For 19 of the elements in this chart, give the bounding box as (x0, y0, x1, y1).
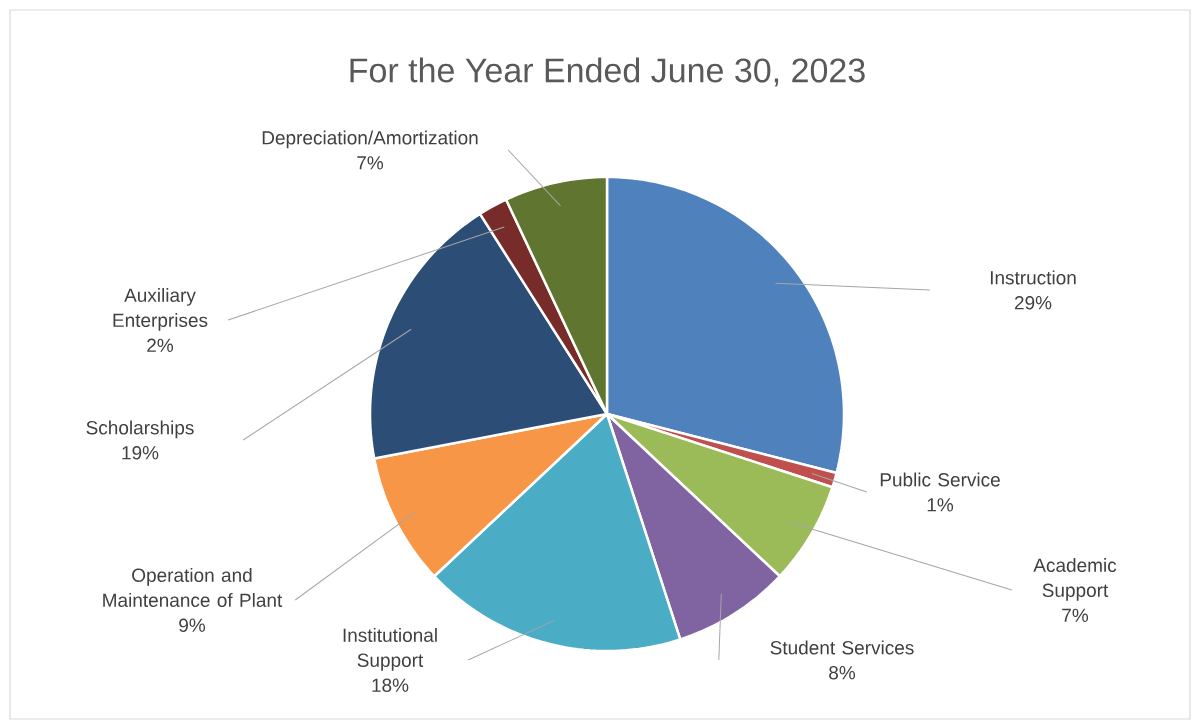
slice-label: Auxiliary Enterprises (113, 288, 208, 331)
data-label: 7% (357, 156, 384, 170)
data-label: 2% (147, 338, 174, 352)
chart-title: For the Year Ended June 30, 2023 (350, 57, 865, 87)
data-label: 1% (927, 498, 954, 512)
slice-label: Student Services (770, 640, 914, 655)
data-label: 8% (829, 666, 856, 680)
slice-label: Depreciation/Amortization (262, 130, 478, 149)
data-label: 9% (179, 618, 206, 632)
data-label: 7% (1062, 608, 1089, 622)
slice-label: Instruction (990, 270, 1076, 285)
slice-label: Institutional Support (343, 628, 437, 671)
slice-label: Scholarships (86, 420, 194, 439)
data-label: 19% (122, 446, 159, 460)
slice-label: Operation and Maintenance of Plant (103, 568, 283, 607)
data-label: 18% (372, 678, 409, 692)
data-label: 29% (1014, 296, 1052, 310)
slice-label: Academic Support (1033, 558, 1117, 601)
slice-label: Public Service (880, 472, 1000, 487)
